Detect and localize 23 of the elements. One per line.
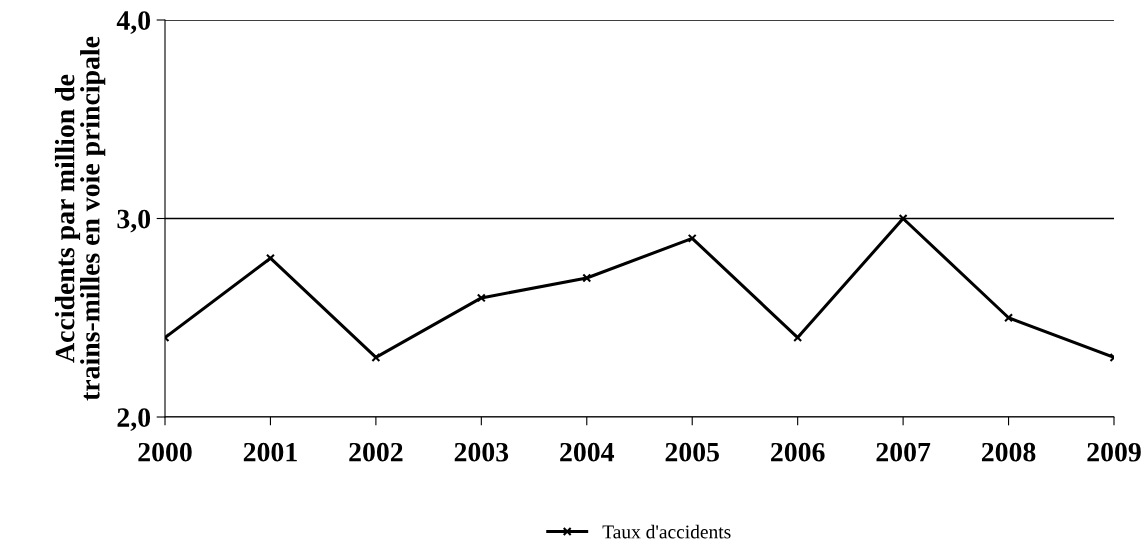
x-tick-label: 2008 [981, 442, 1036, 462]
legend-label: Taux d'accidents [602, 524, 731, 539]
x-tick-label: 2001 [243, 442, 297, 462]
y-tick-label: 2,0 [117, 408, 151, 431]
x-tick-label: 2007 [876, 442, 931, 462]
point [793, 333, 803, 343]
point [265, 253, 275, 263]
x-tick-label: 2004 [560, 442, 615, 462]
x-tick-label: 2009 [1087, 442, 1141, 462]
point [371, 352, 381, 362]
y-axis-title: Accidents par million de trains-milles en voie principale [54, 36, 106, 401]
x-tick-label: 2005 [665, 442, 719, 462]
x-tick-label: 2006 [771, 442, 825, 462]
point [582, 273, 592, 283]
y-tick-label: 3,0 [117, 209, 151, 233]
point [476, 293, 486, 303]
point [898, 213, 908, 224]
x-tick-label: 2003 [454, 442, 509, 462]
point [687, 233, 697, 243]
point [1004, 313, 1014, 323]
x-tick-label: 2000 [138, 442, 192, 462]
y-tick-label: 4,0 [116, 11, 151, 34]
x-tick-label: 2002 [349, 442, 403, 462]
